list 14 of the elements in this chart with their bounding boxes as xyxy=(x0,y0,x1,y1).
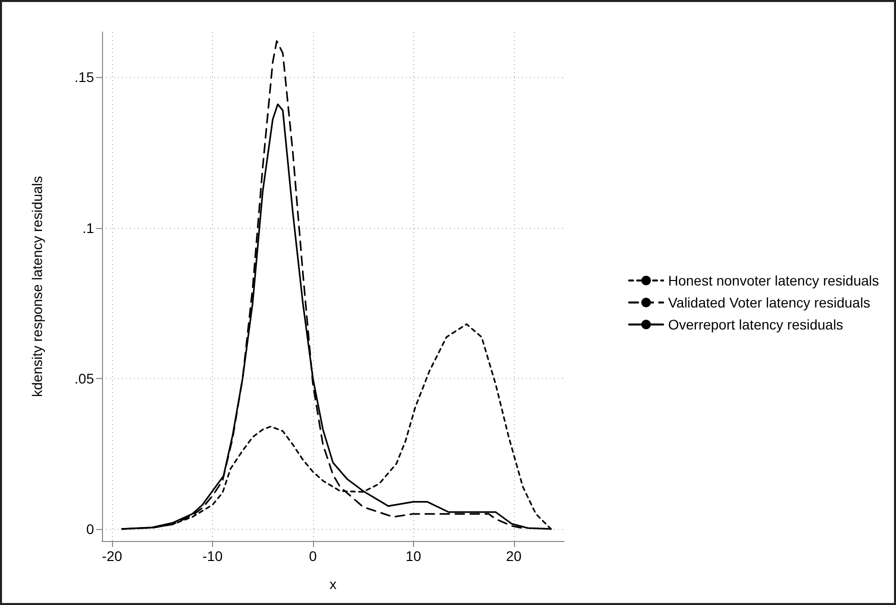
y-tick-label: .1 xyxy=(82,220,94,236)
y-axis-title: kdensity response latency residuals xyxy=(29,176,45,398)
legend-label: Overreport latency residuals xyxy=(668,316,844,332)
y-tick-label: .15 xyxy=(74,69,94,86)
x-tick-label: -10 xyxy=(202,548,223,564)
legend-label: Validated Voter latency residuals xyxy=(668,294,870,310)
x-tick-label: 20 xyxy=(506,548,522,564)
x-tick-label: 10 xyxy=(406,548,422,564)
x-tick-label: -20 xyxy=(102,548,122,564)
y-tick-label: 0 xyxy=(86,520,94,537)
y-tick-label: .05 xyxy=(74,370,94,386)
x-tick-label: 0 xyxy=(309,548,318,564)
x-axis-title: x xyxy=(330,576,336,592)
legend-label: Honest nonvoter latency residuals xyxy=(668,272,880,288)
